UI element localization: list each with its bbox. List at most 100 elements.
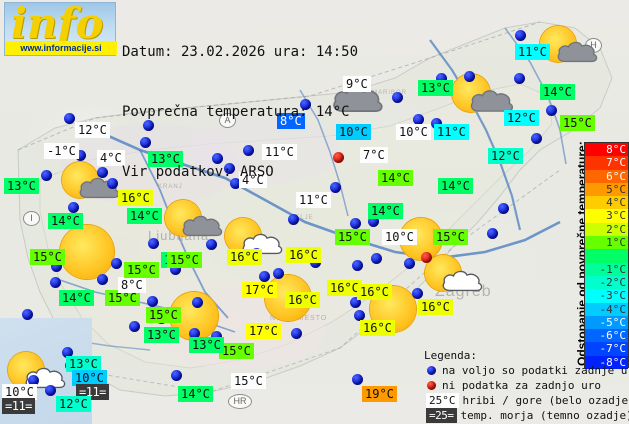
station-dot-ok[interactable] [350,297,361,308]
site-logo[interactable]: info www.informacije.si [4,0,117,56]
station-dot-ok[interactable] [129,321,140,332]
scale-band: 4°C [585,196,628,210]
scale-band: -2°C [585,275,628,290]
temperature-label: 13°C [418,80,453,96]
header-source-line: Vir podatkov: ARSO [122,164,274,180]
station-dot-ok[interactable] [50,277,61,288]
temperature-label: 16°C [327,280,362,296]
temperature-label: 15°C [105,290,140,306]
temperature-label: 9°C [343,76,371,92]
station-dot-ok[interactable] [243,145,254,156]
station-dot-ok[interactable] [413,114,424,125]
station-dot-ok[interactable] [288,214,299,225]
station-dot-ok[interactable] [436,73,447,84]
station-dot-ok[interactable] [514,73,525,84]
station-dot-ok[interactable] [28,375,39,386]
logo-wordmark: info [11,0,104,48]
map-place-label: MARIBOR [372,90,408,96]
station-dot-ok[interactable] [22,309,33,320]
station-dot-ok[interactable] [392,92,403,103]
station-dot-ok[interactable] [111,258,122,269]
station-dot-ok[interactable] [412,288,423,299]
scale-band: -1°C [585,262,628,276]
anomaly-color-scale: Odstopanje od povprečne temperature: 8°C… [558,141,629,370]
scale-band: 6°C [585,169,628,183]
legend-blue-dot-text: na voljo so podatki zadnje ure [442,364,629,377]
station-dot-ok[interactable] [45,385,56,396]
station-dot-ok[interactable] [75,150,86,161]
station-dot-ok[interactable] [487,228,498,239]
station-dot-ok[interactable] [330,182,341,193]
station-dot-ok[interactable] [273,268,284,279]
station-dot-ok[interactable] [147,296,158,307]
station-dot-ok[interactable] [97,167,108,178]
temperature-label: 15°C [146,307,181,323]
station-dot-ok[interactable] [211,331,222,342]
station-dot-ok[interactable] [62,347,73,358]
station-dot-ok[interactable] [498,203,509,214]
station-dot-ok[interactable] [404,258,415,269]
station-dot-ok[interactable] [97,274,108,285]
temperature-label: 15°C [30,249,65,265]
station-dot-ok[interactable] [259,271,270,282]
scale-band: 7°C [585,156,628,170]
station-dot-no-data[interactable] [421,252,432,263]
temperature-label: 16°C [118,190,153,206]
station-dot-ok[interactable] [212,153,223,164]
station-dot-ok[interactable] [531,133,542,144]
temperature-label: 13°C [144,327,179,343]
weather-icon-sun-cloud-grey [165,200,223,242]
legend-dark-text: temp. morja (temno ozadje) [460,409,629,422]
station-dot-ok[interactable] [148,238,159,249]
legend-row-missing: ni podatka za zadnjo uro [424,378,629,393]
station-dot-ok[interactable] [371,253,382,264]
scale-band [585,249,628,263]
station-dot-ok[interactable] [350,218,361,229]
legend-blue-dot-icon [427,366,436,375]
station-dot-ok[interactable] [51,261,62,272]
temperature-label: 15°C [231,373,266,389]
station-dot-ok[interactable] [300,99,311,110]
temperature-label: 10°C [72,370,107,386]
station-dot-ok[interactable] [107,178,118,189]
temperature-label: 11°C [434,124,469,140]
scale-title: Odstopanje od povprečne temperature: [558,141,589,368]
scale-band: -6°C [585,329,628,343]
temperature-label: 15°C [167,252,202,268]
station-dot-ok[interactable] [41,170,52,181]
temperature-label: 10°C [382,229,417,245]
station-dot-ok[interactable] [143,120,154,131]
temperature-label: 14°C [368,203,403,219]
station-dot-ok[interactable] [368,216,379,227]
temperature-label: 15°C [124,262,159,278]
station-dot-ok[interactable] [352,374,363,385]
station-dot-ok[interactable] [291,328,302,339]
station-dot-ok[interactable] [171,370,182,381]
station-dot-ok[interactable] [170,264,181,275]
temperature-label: 16°C [360,320,395,336]
station-dot-ok[interactable] [206,239,217,250]
station-dot-ok[interactable] [354,310,365,321]
temperature-label: 12°C [56,396,91,412]
station-dot-ok[interactable] [515,30,526,41]
legend-red-dot-text: ni podatka za zadnjo uro [442,379,601,392]
station-dot-ok[interactable] [189,328,200,339]
temperature-label: 13°C [66,356,101,372]
station-dot-no-data[interactable] [333,152,344,163]
station-dot-ok[interactable] [192,297,203,308]
temperature-label: 12°C [504,110,539,126]
temperature-label: 19°C [362,386,397,402]
station-dot-ok[interactable] [546,105,557,116]
station-dot-ok[interactable] [68,202,79,213]
temperature-label: 12°C [75,122,110,138]
station-dot-ok[interactable] [431,118,442,129]
station-dot-ok[interactable] [140,137,151,148]
country-badge: HR [228,394,252,409]
legend-dark-swatch: =25= [426,408,457,423]
station-dot-ok[interactable] [224,163,235,174]
station-dot-ok[interactable] [352,260,363,271]
station-dot-ok[interactable] [230,178,241,189]
station-dot-ok[interactable] [464,71,475,82]
station-dot-ok[interactable] [64,113,75,124]
